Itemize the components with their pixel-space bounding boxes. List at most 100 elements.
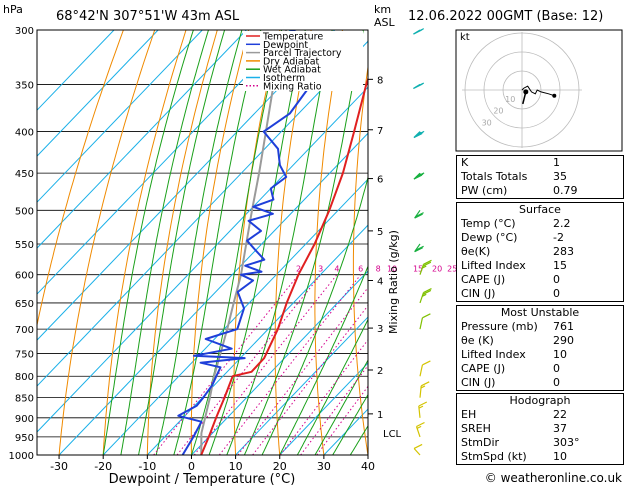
- wet-adiabat-line: [296, 318, 368, 455]
- mixing-ratio-line: [153, 274, 299, 455]
- copyright-label: © weatheronline.co.uk: [485, 471, 622, 485]
- wind-barb: [419, 360, 431, 377]
- wind-barb: [413, 130, 425, 139]
- surface-row: CAPE (J) 0: [457, 273, 623, 287]
- km-tick-label: 8: [377, 75, 383, 86]
- surface-value: 0: [553, 287, 560, 300]
- isotherm-line: [58, 132, 368, 455]
- indices-value: 0.79: [553, 184, 578, 197]
- wet-adiabat-line: [332, 393, 368, 455]
- hodograph-table-label: SREH: [461, 422, 491, 435]
- wind-barb: [419, 259, 432, 275]
- wind-barb: [419, 381, 430, 398]
- hodograph-end-marker: [552, 93, 557, 98]
- most-unstable-row: CIN (J) 0: [457, 376, 623, 390]
- asl-label: ASL: [374, 16, 396, 29]
- wet-adiabat-line: [138, 30, 226, 455]
- pressure-tick-label: 650: [15, 299, 34, 310]
- wet-adiabat-line: [191, 30, 283, 455]
- wet-adiabat-line: [155, 30, 243, 455]
- surface-value: -2: [553, 231, 564, 244]
- plot-frame: [36, 29, 369, 456]
- surface-table: Surface Temp (°C) 2.2 Dewp (°C) -2 θe(K) 283 L…: [456, 202, 624, 302]
- hodograph-table-row: SREH 37: [457, 422, 623, 436]
- pressure-tick-label: 450: [15, 169, 34, 180]
- dry-adiabat-line: [427, 30, 457, 455]
- hodograph-unit: kt: [460, 32, 470, 43]
- pressure-tick-label: 300: [15, 26, 34, 37]
- wind-barb: [413, 82, 425, 90]
- most-unstable-value: 0: [553, 376, 560, 389]
- most-unstable-table: Most Unstable Pressure (mb) 761 θe (K) 290 L…: [456, 305, 624, 391]
- wind-barb: [414, 209, 424, 219]
- dry-adiabat-line: [102, 30, 187, 455]
- mixing-ratio-line: [237, 286, 368, 455]
- hodograph-table: Hodograph EH 22 SREH 37 StmDir 303° StmSpd (kt…: [456, 393, 624, 465]
- isotherm-line: [279, 362, 368, 455]
- legend-entry-label: Isotherm: [263, 73, 305, 84]
- pressure-tick-label: 1000: [9, 451, 34, 462]
- isotherm-line: [146, 224, 368, 455]
- surface-row: CIN (J) 0: [457, 287, 623, 301]
- most-unstable-label: CIN (J): [461, 376, 496, 389]
- surface-row: Dewp (°C) -2: [457, 231, 623, 245]
- surface-label: CIN (J): [461, 287, 496, 300]
- indices-table: K 1 Totals Totals 35 PW (cm) 0.79: [456, 155, 624, 199]
- storm-motion-arrow: [522, 91, 527, 105]
- pressure-tick-label: 400: [15, 128, 34, 139]
- legend-background: [243, 31, 363, 91]
- mixing-ratio-line: [316, 385, 368, 455]
- dry-adiabat-line: [233, 30, 281, 455]
- km-tick-label: 4: [377, 277, 383, 288]
- dry-adiabat-line: [146, 30, 218, 455]
- hodograph-ring-label: 10: [505, 95, 515, 104]
- indices-value: 35: [553, 170, 567, 183]
- most-unstable-row: θe (K) 290: [457, 334, 623, 348]
- isotherm-line: [191, 270, 368, 455]
- legend-entry-label: Parcel Trajectory: [263, 48, 342, 59]
- hodograph-table-value: 10: [553, 450, 567, 463]
- mixing-ratio-label: 20: [432, 265, 442, 274]
- mixing-ratio-label: 2: [296, 265, 301, 274]
- x-tick-label: 20: [273, 460, 287, 473]
- location-label: 68°42'N 307°51'W 43m ASL: [56, 9, 240, 24]
- mixing-ratio-line: [176, 274, 322, 455]
- wind-barb: [419, 288, 432, 304]
- indices-label: PW (cm): [461, 184, 508, 197]
- most-unstable-value: 290: [553, 334, 574, 347]
- wind-barb: [415, 421, 425, 438]
- indices-label: K: [461, 156, 469, 169]
- pressure-tick-label: 700: [15, 325, 34, 336]
- x-tick-label: -30: [50, 460, 68, 473]
- surface-label: Dewp (°C): [461, 231, 518, 244]
- mixing-ratio-label: 4: [334, 265, 339, 274]
- dry-adiabat-line: [37, 30, 124, 328]
- legend-entry-label: Wet Adiabat: [263, 65, 321, 76]
- hodograph-table-label: StmSpd (kt): [461, 450, 527, 463]
- isotherm-line: [235, 316, 368, 455]
- parcel-trajectory-series: [200, 30, 288, 455]
- wind-barb: [413, 172, 425, 180]
- km-axis-unit: km: [374, 3, 391, 16]
- km-tick-label: 7: [377, 126, 383, 137]
- most-unstable-label: θe (K): [461, 334, 494, 347]
- mixing-ratio-label: 8: [376, 265, 381, 274]
- dry-adiabat-line: [624, 30, 629, 455]
- wet-adiabat-line: [208, 30, 306, 455]
- surface-value: 15: [553, 259, 567, 272]
- surface-value: 283: [553, 245, 574, 258]
- x-tick-label: 10: [229, 460, 243, 473]
- mixing-ratio-line: [218, 274, 362, 455]
- x-tick-label: -20: [94, 460, 112, 473]
- isotherm-line: [37, 30, 203, 203]
- datetime-label: 12.06.2022 00GMT (Base: 12): [408, 9, 603, 24]
- surface-row: Lifted Index 15: [457, 259, 623, 273]
- dry-adiabat-line: [314, 30, 343, 455]
- most-unstable-row: Pressure (mb) 761: [457, 320, 623, 334]
- dry-adiabat-line: [352, 63, 368, 455]
- hodograph-table-label: StmDir: [461, 436, 500, 449]
- legend-entry-label: Dewpoint: [263, 40, 308, 51]
- hodograph-table-title: Hodograph: [509, 394, 571, 407]
